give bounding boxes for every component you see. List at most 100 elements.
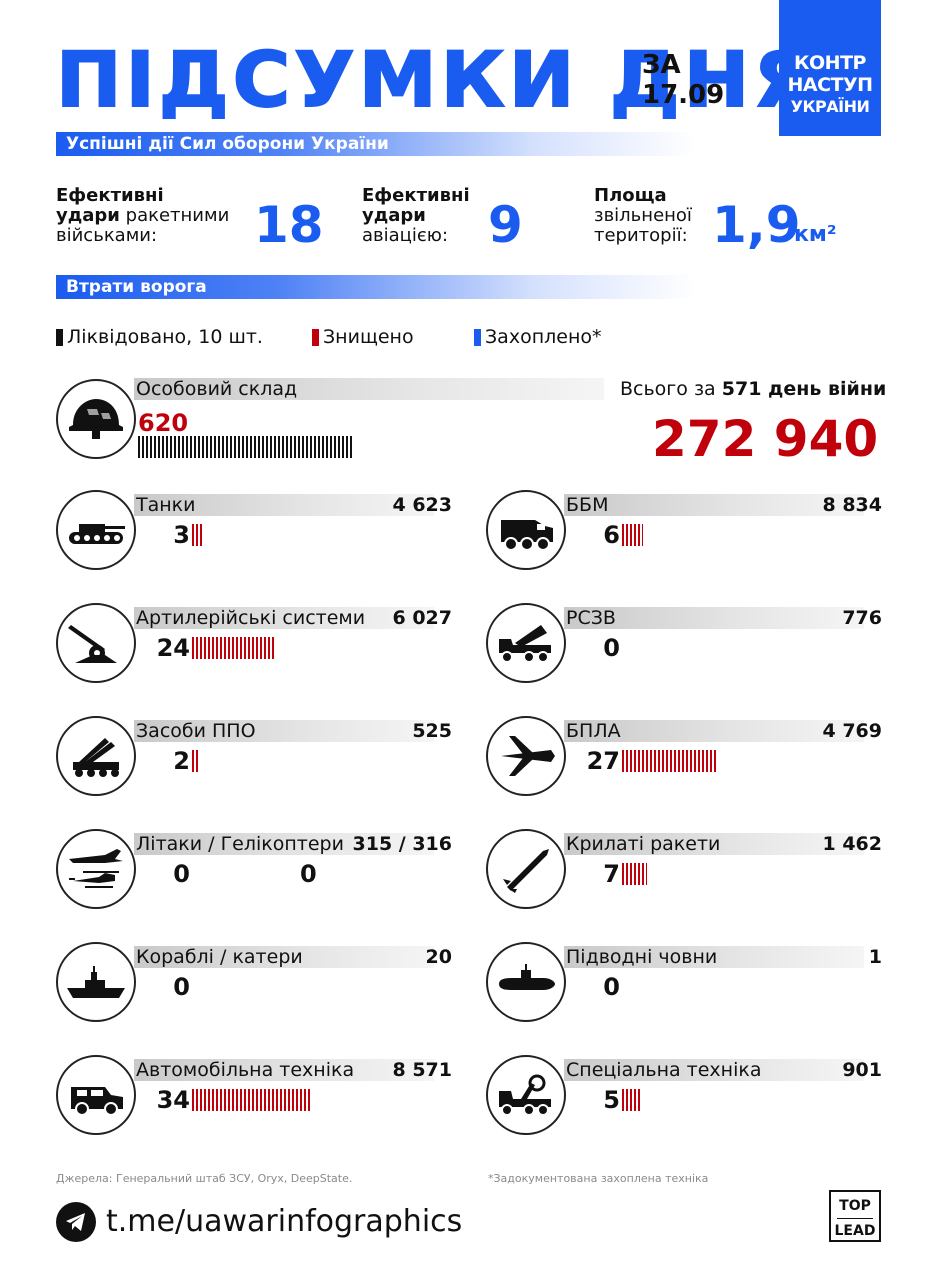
item-today-count: 6 (603, 521, 620, 549)
item-icon-circle (56, 1055, 136, 1135)
item-today-count: 0 (603, 634, 620, 662)
legend-swatch-red (312, 328, 319, 346)
stat-missile-label-line1: Ефективні (56, 185, 164, 206)
item-total: 776 (842, 607, 882, 629)
footer-note: *Задокументована захоплена техніка (488, 1172, 709, 1185)
stat-missile-label-line2a: удари (56, 205, 120, 226)
toplead-logo-top: TOP (839, 1198, 871, 1214)
legend-label-destroyed: Знищено (323, 326, 414, 348)
toplead-logo-bottom: LEAD (834, 1223, 876, 1239)
toplead-logo-rule (837, 1218, 873, 1219)
badge-line-3: УКРАЇНИ (790, 97, 870, 116)
item-icon-circle (486, 942, 566, 1022)
item-name: Танки (136, 494, 196, 516)
stat-missile-label-line2b: ракетними (119, 205, 230, 226)
telegram-icon (66, 1213, 85, 1231)
item-today-count: 0 (173, 973, 190, 1001)
telegram-link[interactable]: t.me/uawarinfographics (106, 1204, 463, 1239)
personnel-tick-bar (138, 436, 354, 458)
item-name: ББМ (566, 494, 609, 516)
apc-icon (501, 520, 553, 551)
personnel-icon-circle (56, 379, 136, 459)
personnel-total-days: 571 день війни (721, 378, 887, 400)
stat-area-label-line2: звільненої (594, 205, 692, 226)
item-head-bar (564, 494, 864, 516)
item-name: Крилаті ракети (566, 833, 721, 855)
badge-line-2: НАСТУП (787, 74, 873, 96)
legend-label-captured: Захоплено* (485, 326, 602, 348)
item-icon-circle (56, 829, 136, 909)
stat-area-value: 1,9 (712, 196, 801, 254)
item-icon-circle (56, 490, 136, 570)
item-total: 20 (425, 946, 452, 968)
item-icon-circle (486, 716, 566, 796)
stat-aviation-label: Ефективні удари авіацією: (362, 186, 502, 246)
legend-eliminated: Ліквідовано, 10 шт. (56, 326, 263, 348)
date-block: ЗА 17.09 (642, 50, 724, 110)
page-title: ПІДСУМКИ ДНЯ (55, 35, 818, 124)
item-name: Літаки / Гелікоптери (136, 833, 344, 855)
item-total: 315 / 316 (352, 833, 453, 855)
item-today-count: 0 (173, 860, 190, 888)
item-total: 4 623 (392, 494, 453, 516)
special-equipment-icon (499, 1074, 551, 1116)
stat-area-label: Площа звільненої території: (594, 186, 714, 246)
item-tick-bar (192, 750, 199, 772)
item-icon-circle (56, 942, 136, 1022)
item-today-count: 2 (173, 747, 190, 775)
item-total: 8 571 (392, 1059, 453, 1081)
item-total: 525 (412, 720, 452, 742)
badge-line-1: КОНТР (794, 52, 866, 74)
counteroffensive-badge: КОНТР НАСТУП УКРАЇНИ (779, 0, 881, 136)
item-head-bar (134, 1059, 434, 1081)
stat-area-unit: км² (794, 222, 837, 247)
item-icon-circle (486, 1055, 566, 1135)
item-tick-bar (622, 750, 717, 772)
telegram-icon-circle[interactable] (56, 1202, 96, 1242)
stat-missile-label: Ефективні удари ракетними військами: (56, 186, 256, 246)
section-heading-success: Успішні дії Сил оборони України (56, 132, 696, 156)
stat-aviation-label-line2: удари (362, 205, 426, 226)
item-head-bar (564, 607, 864, 629)
legend-swatch-black (56, 328, 63, 346)
stat-aviation-label-line3: авіацією: (362, 225, 449, 246)
item-head-bar (564, 946, 864, 968)
item-name: Підводні човни (566, 946, 718, 968)
personnel-total-caption: Всього за 571 день війни (620, 378, 886, 400)
item-today-count: 0 (603, 973, 620, 1001)
item-today-count: 24 (156, 634, 190, 662)
personnel-total: 272 940 (652, 410, 879, 468)
item-icon-circle (486, 490, 566, 570)
item-name: Артилерійські системи (136, 607, 366, 629)
mlrs-icon (499, 625, 551, 663)
item-head-bar (564, 833, 864, 855)
item-name: Кораблі / катери (136, 946, 303, 968)
item-total: 6 027 (392, 607, 453, 629)
item-tick-bar (622, 863, 647, 885)
personnel-name: Особовий склад (136, 378, 298, 400)
personnel-total-prefix: Всього за (620, 378, 716, 400)
stat-area-label-line1: Площа (594, 185, 667, 206)
stat-aviation-label-line1: Ефективні (362, 185, 470, 206)
item-name: Автомобільна техніка (136, 1059, 355, 1081)
item-today-count: 27 (586, 747, 620, 775)
item-total: 8 834 (822, 494, 883, 516)
item-total: 1 462 (822, 833, 883, 855)
item-icon-circle (486, 603, 566, 683)
item-today-count: 34 (156, 1086, 190, 1114)
item-total: 901 (842, 1059, 882, 1081)
legend-destroyed: Знищено (312, 326, 414, 348)
submarine-icon (499, 964, 555, 990)
item-today-count-helicopters: 0 (300, 860, 317, 888)
item-tick-bar (192, 524, 203, 546)
item-icon-circle (56, 603, 136, 683)
item-name: Засоби ППО (136, 720, 256, 742)
item-tick-bar (192, 637, 276, 659)
date-prefix: ЗА (642, 50, 681, 80)
item-head-bar (134, 946, 434, 968)
item-head-bar (564, 1059, 864, 1081)
legend-label-eliminated: Ліквідовано, 10 шт. (67, 326, 263, 348)
item-icon-circle (56, 716, 136, 796)
item-name: Спеціальна техніка (566, 1059, 762, 1081)
section-heading-losses: Втрати ворога (56, 275, 696, 299)
